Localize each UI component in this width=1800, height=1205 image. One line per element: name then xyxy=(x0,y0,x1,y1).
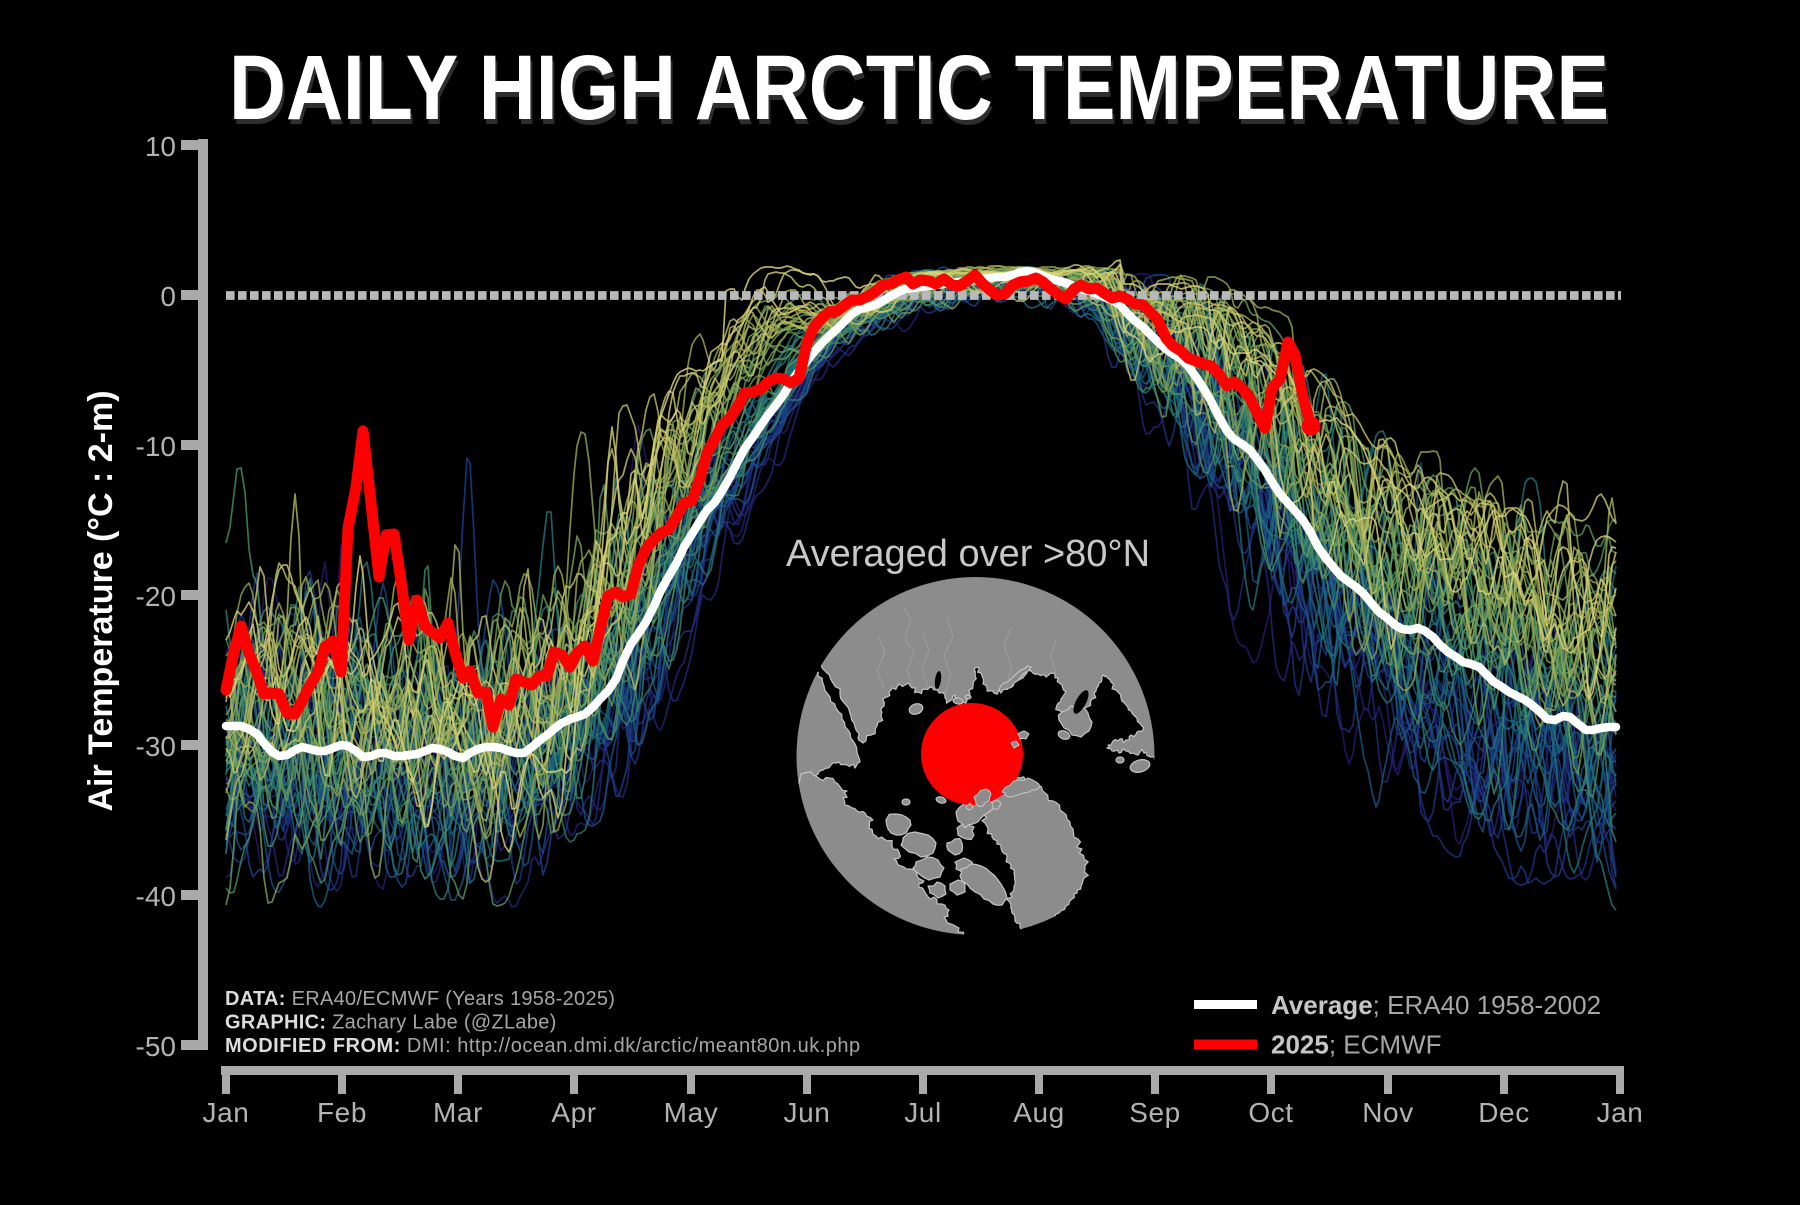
svg-text:Jun: Jun xyxy=(784,1097,831,1128)
svg-text:Mar: Mar xyxy=(433,1097,483,1128)
svg-text:-40: -40 xyxy=(136,881,176,912)
svg-text:Sep: Sep xyxy=(1129,1097,1181,1128)
svg-text:DAILY HIGH ARCTIC TEMPERATURE: DAILY HIGH ARCTIC TEMPERATURE xyxy=(229,37,1609,139)
svg-text:0: 0 xyxy=(160,281,176,312)
svg-text:Nov: Nov xyxy=(1362,1097,1414,1128)
svg-text:-50: -50 xyxy=(136,1031,176,1062)
svg-text:Jul: Jul xyxy=(904,1097,942,1128)
svg-text:MODIFIED FROM: DMI: http://oce: MODIFIED FROM: DMI: http://ocean.dmi.dk/… xyxy=(225,1035,861,1057)
svg-text:10: 10 xyxy=(145,131,176,162)
svg-text:Oct: Oct xyxy=(1248,1097,1293,1128)
svg-text:-20: -20 xyxy=(136,581,176,612)
svg-text:DAILY HIGH ARCTIC TEMPERATURE: DAILY HIGH ARCTIC TEMPERATURE xyxy=(231,42,1611,144)
svg-text:GRAPHIC: Zachary Labe (@ZLabe): GRAPHIC: Zachary Labe (@ZLabe) xyxy=(225,1012,557,1034)
svg-text:Aug: Aug xyxy=(1013,1097,1065,1128)
svg-text:May: May xyxy=(664,1097,719,1128)
svg-text:Apr: Apr xyxy=(551,1097,596,1128)
svg-text:Air Temperature (°C : 2-m): Air Temperature (°C : 2-m) xyxy=(82,390,120,811)
svg-text:Average; ERA40 1958-2002: Average; ERA40 1958-2002 xyxy=(1271,990,1601,1020)
svg-text:Dec: Dec xyxy=(1478,1097,1530,1128)
svg-text:2025; ECMWF: 2025; ECMWF xyxy=(1271,1030,1442,1060)
svg-text:DATA: ERA40/ECMWF (Years 1958-: DATA: ERA40/ECMWF (Years 1958-2025) xyxy=(225,988,615,1010)
svg-text:-30: -30 xyxy=(136,731,176,762)
svg-text:-10: -10 xyxy=(136,431,176,462)
svg-text:Jan: Jan xyxy=(1597,1097,1644,1128)
svg-text:Feb: Feb xyxy=(317,1097,367,1128)
svg-text:Averaged over >80°N: Averaged over >80°N xyxy=(786,533,1150,575)
svg-text:Jan: Jan xyxy=(203,1097,250,1128)
